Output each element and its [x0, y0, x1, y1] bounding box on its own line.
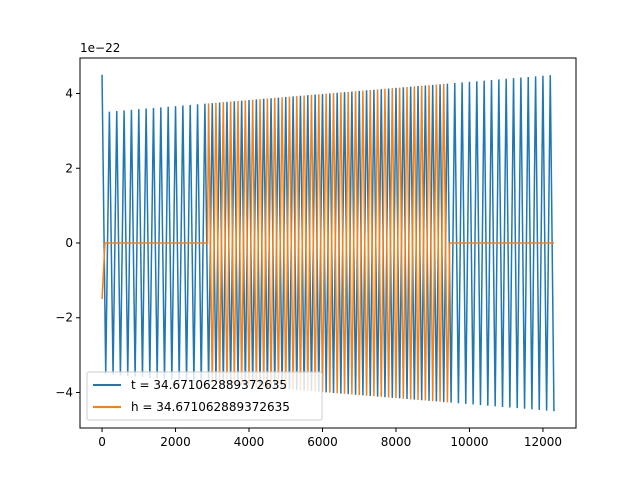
x-tick-label: 6000	[307, 435, 338, 449]
y-tick-label: 0	[65, 236, 73, 250]
legend-box	[86, 371, 323, 421]
x-tick-label: 10000	[450, 435, 488, 449]
legend-label-t: t = 34.671062889372635	[131, 378, 287, 392]
series-line-h	[101, 83, 554, 403]
x-tick-label: 12000	[524, 435, 562, 449]
x-tick-label: 0	[98, 435, 106, 449]
y-tick-label: −2	[55, 311, 73, 325]
x-tick-label: 4000	[234, 435, 265, 449]
legend: t = 34.671062889372635 h = 34.6710628893…	[86, 371, 323, 421]
y-tick-label: 2	[65, 161, 73, 175]
y-axis-ticks: −4 −2 0 2 4	[55, 87, 80, 399]
x-axis-ticks: 0 2000 4000 6000 8000 10000 12000	[98, 428, 562, 449]
x-tick-label: 2000	[160, 435, 191, 449]
series-layer	[101, 74, 555, 412]
y-tick-label: −4	[55, 385, 73, 399]
y-tick-label: 4	[65, 87, 73, 101]
x-tick-label: 8000	[381, 435, 412, 449]
legend-label-h: h = 34.671062889372635	[131, 400, 290, 414]
y-offset-label: 1e−22	[80, 41, 120, 55]
